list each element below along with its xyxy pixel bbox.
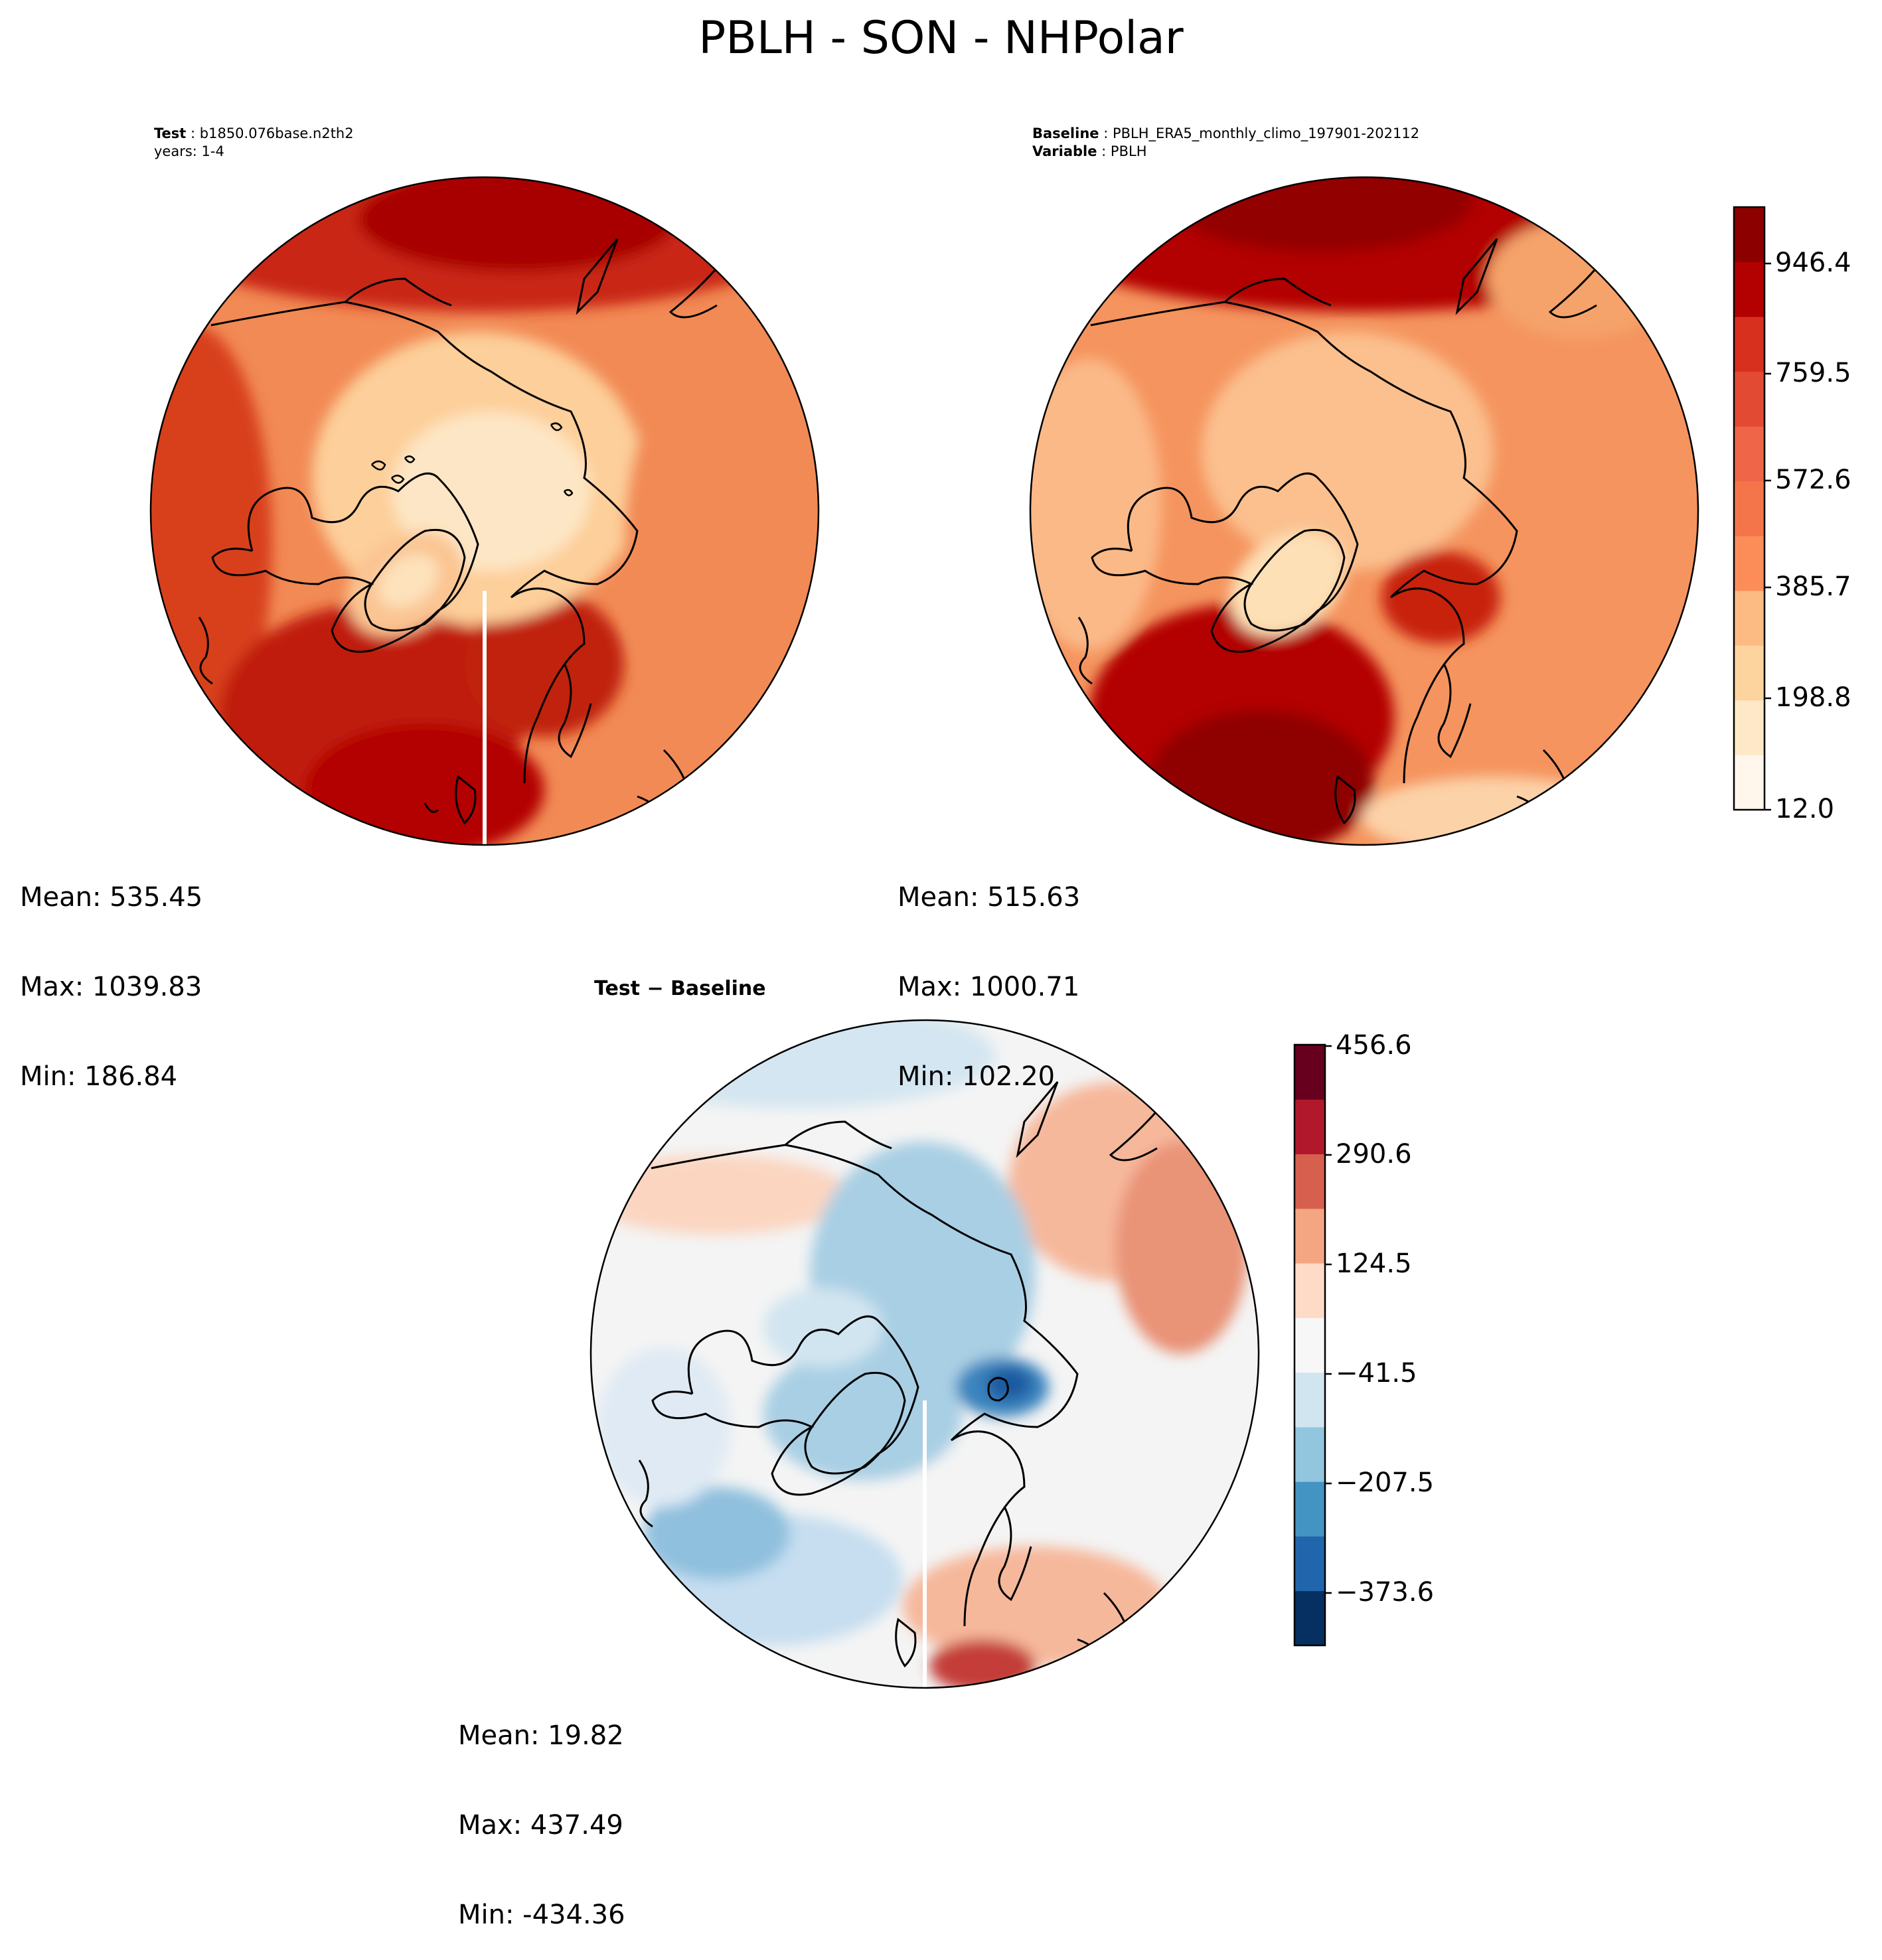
- difference-max: Max: 437.49: [458, 1810, 623, 1841]
- baseline-colorbar-segment: [1734, 371, 1764, 427]
- difference-colorbar-segment: [1294, 1372, 1325, 1428]
- baseline-colorbar-segment: [1734, 645, 1764, 701]
- difference-colorbar-tick-label: 290.6: [1336, 1139, 1412, 1169]
- difference-colorbar-segment: [1294, 1590, 1325, 1646]
- difference-colorbar-tick-label: 456.6: [1336, 1030, 1412, 1061]
- difference-colorbar-segment: [1294, 1099, 1325, 1155]
- test-min: Min: 186.84: [20, 1061, 178, 1092]
- baseline-colorbar-tick-label: 385.7: [1775, 571, 1851, 602]
- baseline-colorbar-segment: [1734, 536, 1764, 591]
- test-mean: Mean: 535.45: [20, 882, 203, 913]
- difference-colorbar-segment: [1294, 1426, 1325, 1482]
- baseline-case-name: PBLH_ERA5_monthly_climo_197901-202112: [1112, 125, 1420, 141]
- difference-map-boundary: [589, 1019, 1260, 1689]
- difference-colorbar-segment: [1294, 1263, 1325, 1318]
- baseline-colorbar-segment: [1734, 755, 1764, 810]
- baseline-colorbar-segment: [1734, 262, 1764, 317]
- baseline-stats: Mean: 515.63 Max: 1000.71 Min: 102.20: [898, 823, 1080, 1122]
- difference-stats: Mean: 19.82 Max: 437.49 Min: -434.36: [458, 1661, 625, 1960]
- test-header-label: Test: [154, 125, 187, 141]
- test-map-boundary: [149, 176, 820, 846]
- baseline-colorbar-segment: [1734, 700, 1764, 755]
- baseline-colorbar-segment: [1734, 317, 1764, 372]
- baseline-colorbar-segment: [1734, 426, 1764, 482]
- variable-name: PBLH: [1110, 143, 1147, 159]
- difference-colorbar-segment: [1294, 1318, 1325, 1373]
- baseline-map: [1030, 177, 1698, 845]
- difference-title: Test − Baseline: [594, 977, 766, 1000]
- baseline-colorbar-segment: [1734, 481, 1764, 536]
- difference-colorbar-outline: [1293, 1043, 1326, 1647]
- baseline-max: Max: 1000.71: [898, 972, 1080, 1002]
- difference-colorbar-tick-label: −207.5: [1336, 1468, 1435, 1498]
- difference-colorbar-segment: [1294, 1536, 1325, 1592]
- variable-label: Variable: [1032, 143, 1097, 159]
- baseline-header: Baseline : PBLH_ERA5_monthly_climo_19790…: [1032, 125, 1420, 159]
- baseline-colorbar-tick-label: 198.8: [1775, 682, 1851, 713]
- difference-mean: Mean: 19.82: [458, 1720, 624, 1751]
- test-case-name: b1850.076base.n2th2: [199, 125, 354, 141]
- baseline-colorbar-tick-label: 946.4: [1775, 248, 1851, 278]
- baseline-colorbar-segment: [1734, 590, 1764, 646]
- baseline-colorbar-tick-label: 759.5: [1775, 358, 1851, 388]
- test-stats: Mean: 535.45 Max: 1039.83 Min: 186.84: [20, 823, 202, 1122]
- difference-colorbar-segment: [1294, 1045, 1325, 1100]
- baseline-map-boundary: [1029, 176, 1699, 846]
- baseline-colorbar: [1733, 206, 1771, 811]
- baseline-colorbar-tick-label: 572.6: [1775, 465, 1851, 495]
- baseline-colorbar-tick-label: 12.0: [1775, 794, 1835, 824]
- baseline-mean: Mean: 515.63: [898, 882, 1081, 913]
- baseline-colorbar-outline: [1733, 206, 1766, 811]
- difference-colorbar-segment: [1294, 1208, 1325, 1264]
- difference-colorbar-segment: [1294, 1154, 1325, 1209]
- baseline-header-label: Baseline: [1032, 125, 1099, 141]
- figure-canvas: [149, 176, 1771, 1689]
- test-header: Test : b1850.076base.n2th2 years: 1-4: [154, 125, 354, 159]
- difference-colorbar-tick-label: −41.5: [1336, 1358, 1417, 1389]
- test-years: years: 1-4: [154, 143, 224, 159]
- difference-colorbar-tick-label: −373.6: [1336, 1577, 1435, 1608]
- difference-colorbar: [1293, 1043, 1332, 1647]
- test-map: [151, 177, 819, 845]
- test-max: Max: 1039.83: [20, 972, 202, 1002]
- baseline-min: Min: 102.20: [898, 1061, 1056, 1092]
- figure-title: PBLH - SON - NHPolar: [698, 12, 1184, 64]
- difference-colorbar-segment: [1294, 1481, 1325, 1537]
- baseline-colorbar-segment: [1734, 207, 1764, 263]
- difference-min: Min: -434.36: [458, 1900, 625, 1930]
- difference-colorbar-tick-label: 124.5: [1336, 1248, 1412, 1279]
